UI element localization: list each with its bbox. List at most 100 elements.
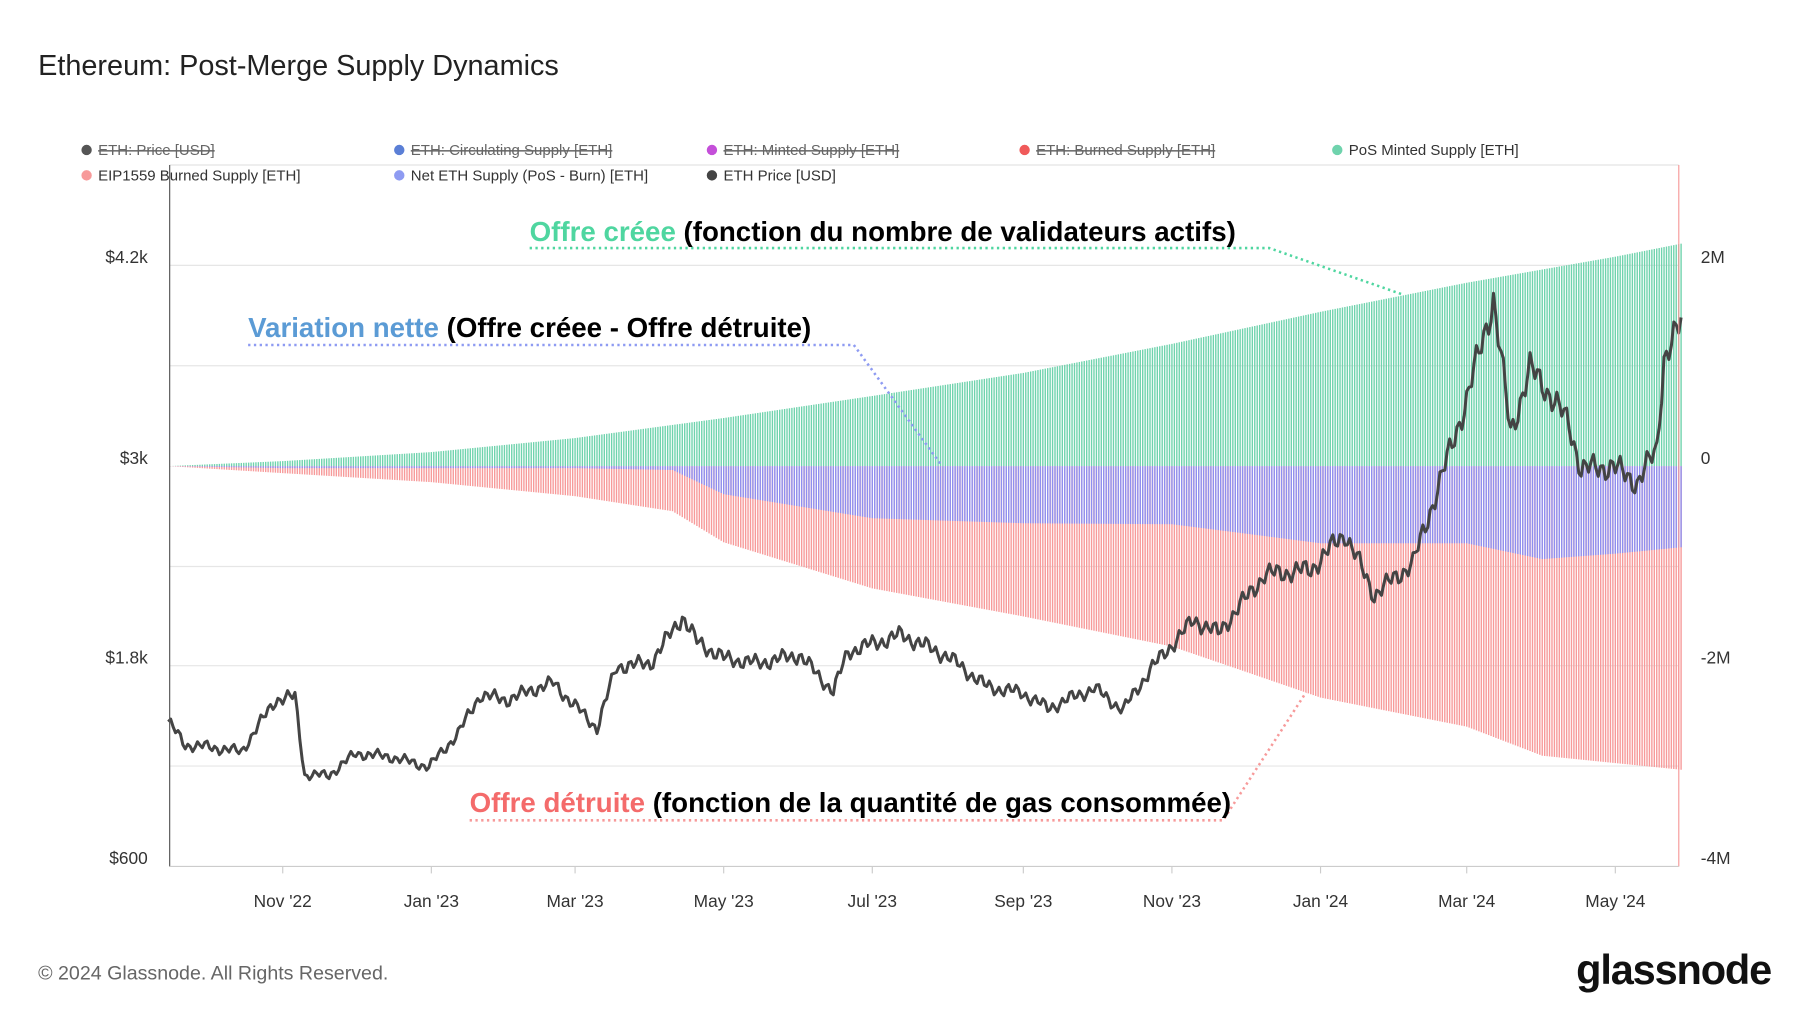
- burned-bar: [676, 466, 679, 515]
- burned-bar: [1624, 466, 1626, 765]
- legend-label: ETH: Minted Supply [ETH]: [723, 142, 899, 159]
- net-bar: [532, 466, 535, 469]
- burned-bar: [1344, 466, 1346, 703]
- minted-bar: [835, 401, 837, 467]
- x-tick: Mar '23: [547, 891, 604, 911]
- legend-item[interactable]: ETH: Price [USD]: [81, 142, 215, 159]
- legend-item[interactable]: Net ETH Supply (PoS - Burn) [ETH]: [394, 168, 648, 185]
- minted-bar: [216, 463, 218, 467]
- minted-bar: [1466, 282, 1468, 467]
- minted-bar: [615, 432, 618, 467]
- net-bar: [520, 466, 523, 469]
- burned-bar: [1251, 466, 1254, 675]
- net-bar: [1061, 466, 1064, 524]
- y-left-tick: $1.8k: [105, 647, 148, 667]
- minted-bar: [408, 453, 411, 467]
- annotation-burned-highlight: Offre détruite: [470, 787, 645, 818]
- burned-bar: [1417, 466, 1419, 717]
- net-bar: [282, 466, 284, 469]
- minted-bar: [1234, 330, 1236, 467]
- minted-bar: [956, 382, 959, 467]
- legend-dot-icon: [1332, 144, 1343, 156]
- minted-bar: [1256, 325, 1258, 467]
- minted-bar: [652, 427, 654, 467]
- net-bar: [401, 466, 403, 469]
- burned-bar: [1098, 466, 1100, 632]
- net-bar: [267, 466, 269, 468]
- burned-bar: [642, 466, 644, 507]
- net-bar: [1643, 466, 1646, 551]
- burned-bar: [805, 466, 808, 568]
- net-bar: [1609, 466, 1612, 555]
- burned-bar: [452, 466, 454, 485]
- net-bar: [347, 466, 350, 469]
- x-tick: Sep '23: [994, 891, 1052, 911]
- minted-bar: [1051, 367, 1054, 467]
- minted-bar: [1638, 251, 1641, 467]
- minted-bar: [1161, 345, 1163, 467]
- legend-item[interactable]: ETH: Circulating Supply [ETH]: [394, 142, 612, 159]
- net-bar: [1219, 466, 1222, 531]
- minted-bar: [257, 462, 260, 467]
- net-bar: [874, 466, 876, 519]
- minted-bar: [993, 377, 995, 467]
- legend-item[interactable]: ETH: Burned Supply [ETH]: [1019, 142, 1215, 159]
- minted-bar: [1643, 250, 1646, 467]
- minted-bar: [428, 452, 430, 467]
- burned-bar: [732, 466, 735, 546]
- net-bar: [294, 466, 296, 469]
- net-bar: [1400, 466, 1402, 544]
- net-bar: [1468, 466, 1470, 544]
- burned-bar: [598, 466, 601, 500]
- legend-item[interactable]: ETH: Minted Supply [ETH]: [706, 142, 899, 159]
- net-bar: [593, 466, 596, 469]
- burned-bar: [1414, 466, 1417, 717]
- net-bar: [394, 466, 396, 469]
- burned-bar: [1485, 466, 1487, 735]
- burned-bar: [1604, 466, 1607, 763]
- minted-bar: [442, 450, 445, 467]
- minted-bar: [1327, 310, 1329, 467]
- net-bar: [1066, 466, 1068, 524]
- legend-item[interactable]: ETH Price [USD]: [706, 168, 836, 185]
- minted-bar: [589, 436, 591, 467]
- net-bar: [1612, 466, 1614, 554]
- annotation-net: Variation nette (Offre créee - Offre dét…: [248, 312, 942, 465]
- net-bar: [1200, 466, 1202, 528]
- burned-bar: [381, 466, 384, 480]
- net-bar: [1005, 466, 1007, 523]
- burned-bar: [506, 466, 508, 490]
- minted-bar: [1539, 269, 1541, 467]
- net-bar: [1680, 466, 1682, 548]
- minted-bar: [1205, 336, 1207, 467]
- burned-bar: [196, 466, 199, 468]
- minted-bar: [364, 456, 367, 467]
- net-bar: [1487, 466, 1490, 548]
- minted-bar: [630, 430, 632, 467]
- net-bar: [462, 466, 464, 469]
- minted-bar: [228, 463, 230, 467]
- net-bar: [791, 466, 793, 506]
- minted-bar: [1478, 280, 1480, 467]
- legend-item[interactable]: PoS Minted Supply [ETH]: [1332, 142, 1519, 159]
- burned-bar: [447, 466, 450, 484]
- net-bar: [1302, 466, 1305, 542]
- net-bar: [1088, 466, 1090, 524]
- legend-item[interactable]: EIP1559 Burned Supply [ETH]: [81, 168, 301, 185]
- burned-bar: [333, 466, 335, 477]
- minted-bar: [1419, 291, 1422, 467]
- net-bar: [1132, 466, 1134, 524]
- net-bar: [1619, 466, 1621, 554]
- net-bar: [669, 466, 671, 470]
- net-bar: [1407, 466, 1409, 544]
- net-bar: [818, 466, 820, 510]
- net-bar: [1193, 466, 1195, 528]
- burned-bar: [1656, 466, 1658, 768]
- minted-bar: [240, 462, 243, 467]
- minted-bar: [260, 462, 262, 467]
- net-bar: [584, 466, 586, 469]
- burned-bar: [301, 466, 303, 475]
- minted-bar: [759, 412, 761, 467]
- minted-bar: [613, 432, 615, 467]
- net-bar: [1107, 466, 1110, 524]
